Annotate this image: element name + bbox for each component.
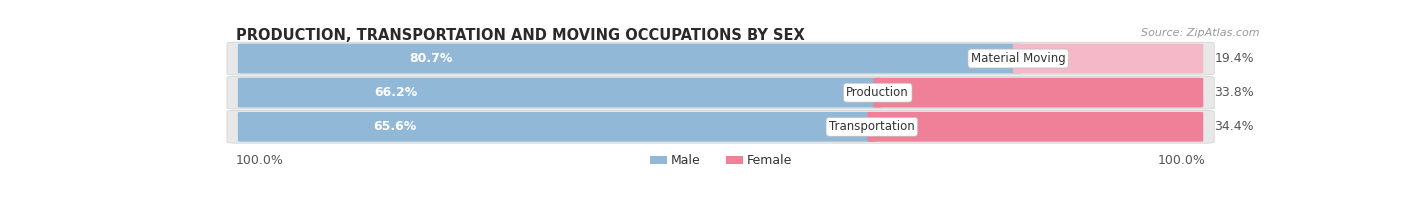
FancyBboxPatch shape [868,112,1204,142]
Text: 19.4%: 19.4% [1215,52,1254,65]
FancyBboxPatch shape [873,78,1204,108]
FancyBboxPatch shape [1012,44,1204,73]
Text: 33.8%: 33.8% [1215,86,1254,99]
FancyBboxPatch shape [238,78,882,108]
Text: 65.6%: 65.6% [373,120,416,133]
FancyBboxPatch shape [238,44,1022,73]
Text: Female: Female [747,154,792,167]
Text: Source: ZipAtlas.com: Source: ZipAtlas.com [1142,28,1260,38]
Text: 80.7%: 80.7% [409,52,453,65]
FancyBboxPatch shape [226,42,1215,75]
Text: 100.0%: 100.0% [236,154,284,167]
Text: PRODUCTION, TRANSPORTATION AND MOVING OCCUPATIONS BY SEX: PRODUCTION, TRANSPORTATION AND MOVING OC… [236,28,804,43]
Text: 34.4%: 34.4% [1215,120,1254,133]
FancyBboxPatch shape [650,156,668,164]
Text: Material Moving: Material Moving [972,52,1066,65]
FancyBboxPatch shape [226,110,1215,143]
FancyBboxPatch shape [725,156,744,164]
Text: Male: Male [671,154,700,167]
FancyBboxPatch shape [238,112,876,142]
Text: 66.2%: 66.2% [374,86,418,99]
Text: Production: Production [846,86,910,99]
Text: 100.0%: 100.0% [1157,154,1205,167]
FancyBboxPatch shape [226,76,1215,109]
Text: Transportation: Transportation [830,120,915,133]
